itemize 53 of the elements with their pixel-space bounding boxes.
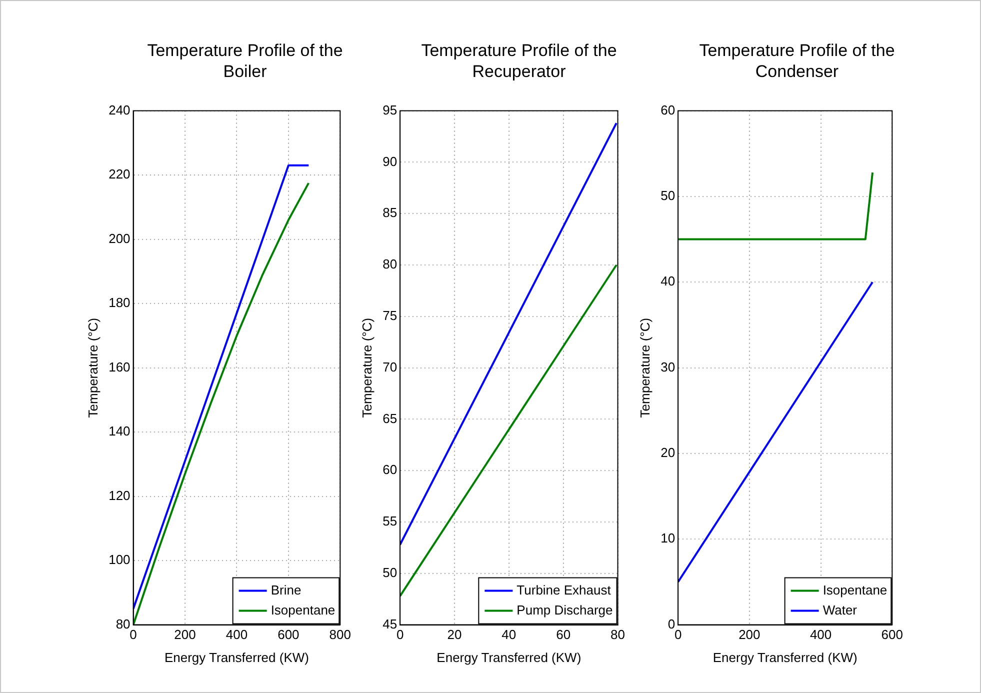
- y-tick-label: 120: [108, 488, 130, 503]
- y-tick-label: 10: [660, 530, 676, 546]
- x-tick-label: 600: [881, 627, 904, 642]
- y-tick-label: 180: [108, 295, 130, 310]
- x-tick-label: 800: [329, 627, 352, 642]
- y-tick-label: 95: [382, 102, 398, 118]
- legend-label: Water: [822, 602, 858, 618]
- y-tick-label: 60: [382, 462, 398, 478]
- x-tick-label: 200: [738, 627, 760, 642]
- x-tick-label: 60: [556, 627, 571, 642]
- y-tick-label: 140: [108, 424, 130, 439]
- legend-label: Turbine Exhaust: [516, 582, 612, 598]
- y-tick-label: 0: [668, 616, 676, 632]
- y-tick-label: 50: [382, 564, 398, 580]
- y-tick-label: 240: [108, 102, 130, 118]
- y-tick-label: 65: [382, 410, 398, 426]
- y-tick-label: 220: [108, 166, 130, 182]
- y-axis-title: Temperature (°C): [637, 318, 652, 418]
- y-tick-label: 200: [108, 230, 130, 246]
- y-tick-label: 60: [660, 102, 676, 118]
- y-tick-label: 50: [660, 188, 676, 204]
- y-tick-label: 80: [116, 616, 130, 632]
- y-tick-label: 85: [382, 205, 398, 220]
- y-axis-title: Temperature (°C): [359, 318, 374, 418]
- x-tick-label: 600: [278, 627, 300, 642]
- y-tick-label: 40: [660, 274, 676, 289]
- y-tick-label: 70: [382, 359, 398, 374]
- x-tick-label: 400: [226, 627, 248, 642]
- y-tick-label: 20: [660, 445, 676, 460]
- y-tick-label: 80: [382, 256, 398, 272]
- y-tick-label: 160: [108, 359, 130, 374]
- legend-label: Brine: [270, 582, 302, 598]
- y-tick-label: 45: [382, 616, 398, 632]
- x-tick-label: 80: [610, 627, 626, 642]
- x-tick-label: 400: [810, 627, 832, 642]
- chart-title: Temperature Profile of the Recuperator: [420, 40, 618, 82]
- x-tick-label: 200: [174, 627, 196, 642]
- x-tick-label: 40: [502, 627, 516, 642]
- x-axis-title: Energy Transferred (KW): [712, 650, 858, 665]
- legend-label: Isopentane: [270, 602, 336, 618]
- x-tick-label: 20: [447, 627, 462, 642]
- legend-label: Isopentane: [822, 582, 888, 598]
- chart-title: Temperature Profile of the Boiler: [146, 40, 344, 82]
- y-tick-label: 75: [382, 308, 398, 323]
- y-tick-label: 55: [382, 514, 398, 529]
- y-tick-label: 90: [382, 154, 398, 169]
- x-axis-title: Energy Transferred (KW): [164, 650, 309, 665]
- y-tick-label: 30: [660, 359, 676, 374]
- legend-label: Pump Discharge: [516, 602, 613, 618]
- chart-title: Temperature Profile of the Condenser: [698, 40, 896, 82]
- y-axis-title: Temperature (°C): [85, 318, 100, 418]
- y-tick-label: 100: [108, 552, 130, 568]
- x-axis-title: Energy Transferred (KW): [436, 650, 582, 665]
